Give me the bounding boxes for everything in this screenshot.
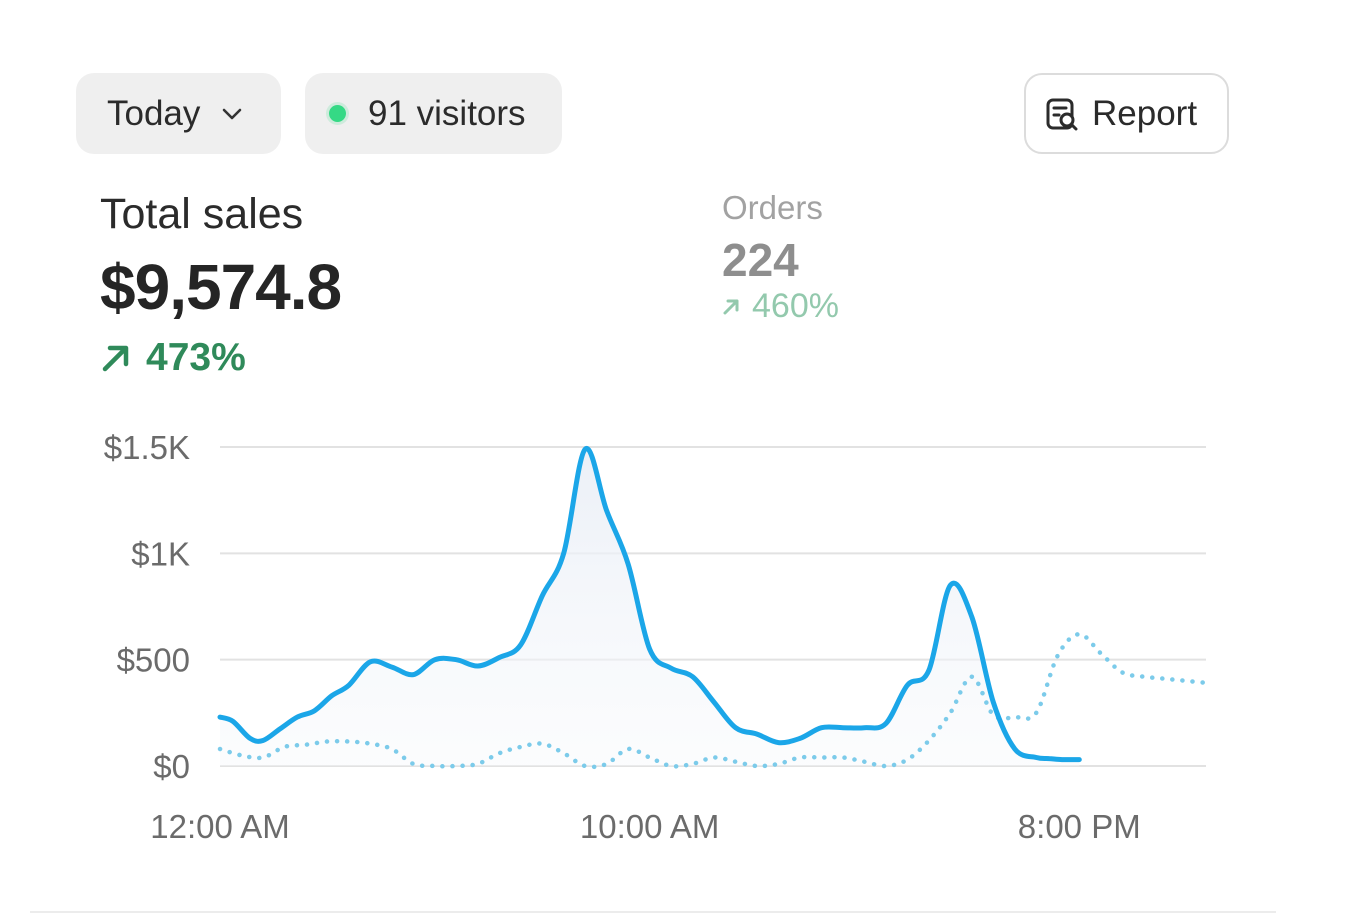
x-tick-label: 10:00 AM: [580, 808, 719, 845]
orders-change-value: 460%: [752, 287, 839, 325]
series-line-previous-period: [217, 631, 1211, 770]
period-dropdown-label: Today: [107, 93, 201, 133]
chart-series: [217, 446, 1211, 770]
visitors-count: 91 visitors: [368, 93, 526, 133]
y-tick-label: $0: [153, 748, 190, 785]
arrow-up-right-icon: [722, 298, 740, 316]
y-tick-label: $1.5K: [104, 429, 190, 466]
report-button[interactable]: Report: [1024, 73, 1229, 154]
series-line-today: [217, 446, 1082, 763]
total-sales-label: Total sales: [100, 190, 304, 238]
report-button-label: Report: [1092, 93, 1198, 133]
series-area-today: [220, 448, 1080, 766]
chevron-down-icon: [218, 100, 246, 128]
orders-change: 460%: [722, 287, 839, 326]
total-sales-change-value: 473%: [146, 336, 246, 379]
live-visitors-badge[interactable]: 91 visitors: [305, 73, 562, 154]
total-sales-value: $9,574.8: [100, 251, 342, 323]
orders-value: 224: [722, 234, 799, 286]
total-sales-change: 473%: [100, 336, 246, 380]
period-dropdown[interactable]: Today: [76, 73, 281, 154]
live-status-dot-icon: [329, 105, 346, 122]
chart-axis-labels: $0 $500 $1K $1.5K 12:00 AM 10:00 AM 8:00 PM: [104, 429, 1141, 845]
bottom-divider: [30, 911, 1276, 913]
x-tick-label: 8:00 PM: [1018, 808, 1141, 845]
report-search-icon: [1044, 96, 1080, 132]
chart-area: [220, 448, 1080, 766]
orders-label: Orders: [722, 189, 823, 226]
arrow-up-right-icon: [100, 342, 132, 374]
y-tick-label: $500: [117, 642, 190, 679]
y-tick-label: $1K: [131, 535, 190, 572]
x-tick-label: 12:00 AM: [150, 808, 289, 845]
